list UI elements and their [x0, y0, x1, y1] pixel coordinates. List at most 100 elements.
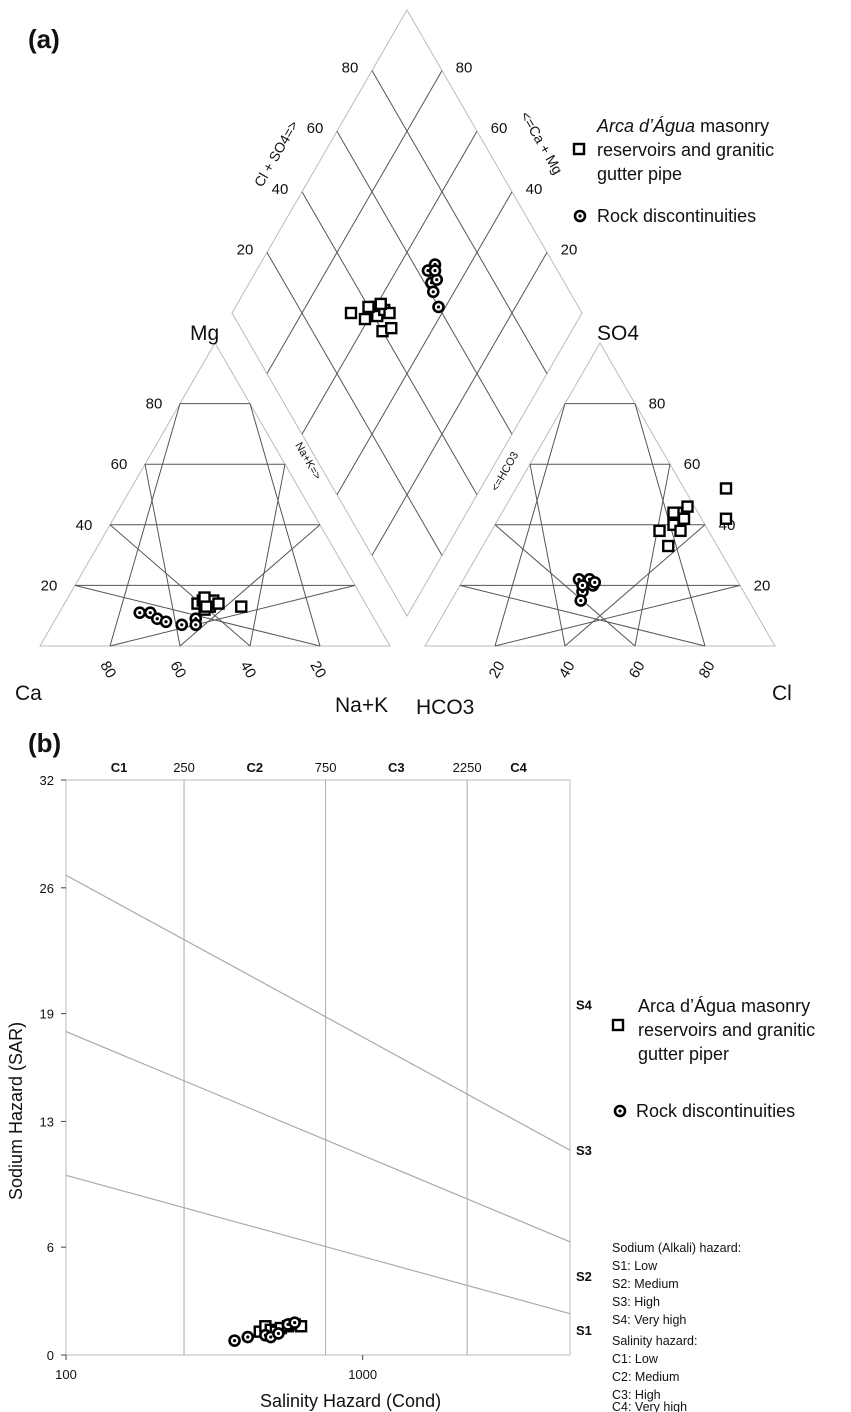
axis-label-mg: Mg	[190, 322, 219, 345]
point-arca-diamond	[362, 300, 375, 314]
y-tick-label: 6	[47, 1240, 54, 1255]
sodium-hazard-s4: S4: Very high	[612, 1313, 686, 1327]
legend-arca-line1: Arca d’Água masonry	[638, 996, 810, 1016]
point-arca-anion	[653, 524, 666, 538]
diamond-gridline	[266, 70, 443, 374]
y-tick-label: 0	[47, 1348, 54, 1363]
cation-triangle-frame	[39, 342, 391, 647]
legend-rock: Rock discontinuities	[636, 1101, 795, 1121]
tick-mg: 60	[111, 456, 128, 473]
y-axis-title: Sodium Hazard (SAR)	[6, 1022, 26, 1200]
ussl-plot: 250 750 2250 C1 C2 C3 C4 S4 S3 S2 S1 0 6 13 19 26 32 100 1…	[40, 760, 593, 1382]
tick-cl: 80	[696, 658, 719, 681]
legend-arca-line3: gutter piper	[638, 1044, 729, 1064]
tick-diamond-left: 60	[307, 120, 324, 137]
sodium-hazard-s3: S3: High	[612, 1295, 660, 1309]
salinity-hazard-c3: C3: High	[612, 1388, 661, 1402]
point-arca-anion	[667, 506, 680, 519]
sodium-class-label: S2	[576, 1269, 592, 1284]
point-rock-cation-center	[164, 620, 168, 624]
legend-arca-line2: reservoirs and granitic	[597, 140, 774, 160]
salinity-class-label: C2	[247, 760, 264, 775]
point-rock-diamond-center	[431, 290, 435, 294]
legend-square-marker	[611, 1018, 625, 1032]
point-rock-cation-center	[194, 623, 198, 627]
point-rock-center	[293, 1321, 297, 1325]
legend-rock: Rock discontinuities	[597, 206, 756, 226]
point-arca-diamond	[385, 321, 398, 335]
salinity-hazard-c1: C1: Low	[612, 1352, 659, 1366]
anion-gridline	[564, 524, 706, 647]
point-rock-anion-center	[579, 598, 583, 603]
point-arca-diamond	[358, 312, 372, 326]
anion-gridline	[529, 464, 566, 647]
point-arca-anion	[719, 512, 733, 525]
axis-label-hco3: HCO3	[416, 696, 474, 719]
cation-gridline	[109, 584, 356, 647]
salinity-class-label: C3	[388, 760, 405, 775]
diamond-gridline	[371, 252, 548, 556]
point-rock-diamond-center	[436, 305, 441, 309]
diamond-label-na-k: Na+K=>	[292, 441, 323, 482]
salinity-hazard-title: Salinity hazard:	[612, 1334, 697, 1348]
legend-arca-line3: gutter pipe	[597, 164, 682, 184]
diamond-gridline	[336, 191, 513, 496]
anion-gridline	[494, 584, 741, 647]
point-rock-center	[232, 1339, 237, 1343]
piper-points	[133, 258, 733, 632]
tick-so4: 80	[649, 396, 666, 413]
tick-diamond-left: 20	[237, 241, 254, 258]
diamond-frame	[231, 9, 583, 617]
point-arca-diamond	[374, 297, 387, 311]
hazard-notes: Sodium (Alkali) hazard: S1: Low S2: Medi…	[612, 1241, 741, 1412]
sodium-hazard-title: Sodium (Alkali) hazard:	[612, 1241, 741, 1255]
cation-gridline	[179, 524, 321, 647]
y-tick-label: 13	[40, 1114, 54, 1129]
x-tick-label: 100	[55, 1367, 77, 1382]
y-tick-label: 19	[40, 1007, 54, 1022]
point-arca-cation	[200, 600, 213, 613]
tick-cl: 20	[486, 658, 509, 681]
point-rock-diamond-center	[435, 278, 439, 282]
point-rock-anion-center	[580, 583, 585, 588]
point-rock-cation-center	[148, 611, 152, 615]
sodium-class-label: S3	[576, 1143, 592, 1158]
diamond-gridline	[371, 70, 548, 374]
point-arca-diamond	[383, 306, 396, 320]
axis-label-so4: SO4	[597, 322, 639, 345]
point-rock-diamond-center	[433, 268, 437, 273]
class-boundary-label: 250	[173, 760, 195, 775]
sodium-hazard-s1: S1: Low	[612, 1259, 658, 1273]
point-arca-cation	[212, 597, 225, 610]
point-rock-cation-center	[138, 611, 142, 615]
tick-mg: 40	[76, 517, 93, 534]
salinity-class-label: C4	[510, 760, 527, 775]
class-boundary-label: 750	[315, 760, 337, 775]
anion-triangle-frame	[424, 342, 776, 647]
salinity-class-label: C1	[111, 760, 128, 775]
legend-square-marker	[572, 142, 586, 156]
diamond-gridline	[301, 191, 478, 496]
tick-diamond-right: 40	[526, 181, 543, 198]
piper-grid	[39, 9, 776, 647]
point-rock-center	[246, 1335, 250, 1339]
y-tick-label: 32	[40, 773, 54, 788]
diamond-label-ca-mg: <=Ca + Mg	[517, 109, 566, 177]
tick-diamond-left: 80	[342, 60, 359, 77]
cation-gridline	[249, 464, 286, 647]
tick-diamond-right: 80	[456, 60, 473, 77]
x-tick-label: 1000	[348, 1367, 377, 1382]
tick-mg: 20	[41, 577, 58, 594]
axis-label-ca: Ca	[15, 682, 42, 705]
tick-so4: 60	[684, 456, 701, 473]
legend-arca-line2: reservoirs and granitic	[638, 1020, 815, 1040]
tick-cl: 60	[626, 658, 649, 681]
tick-ca: 20	[306, 658, 329, 681]
diamond-gridline	[301, 130, 478, 435]
tick-ca: 60	[166, 658, 189, 681]
diamond-gridline	[266, 252, 443, 556]
cation-gridline	[109, 524, 251, 647]
tick-so4: 20	[754, 577, 771, 594]
tick-mg: 80	[146, 396, 163, 413]
point-arca-cation	[235, 600, 248, 613]
